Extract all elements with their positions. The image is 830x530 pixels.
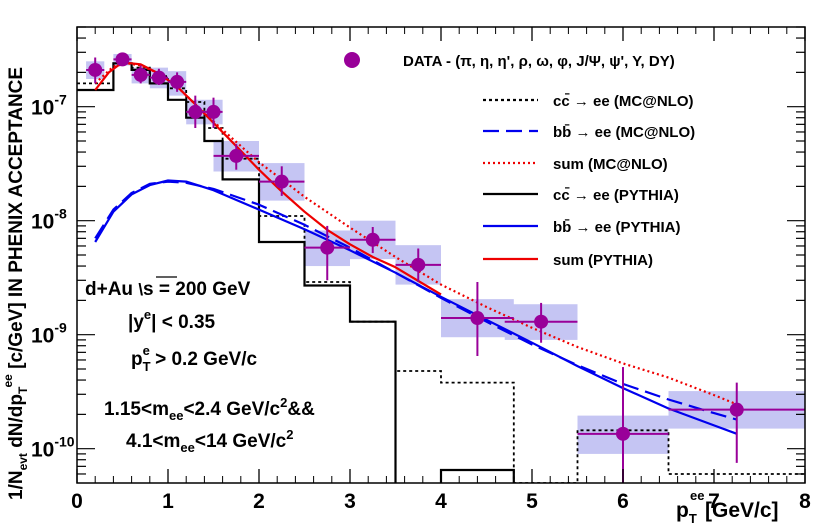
legend-item-5: sum (PYTHIA) — [483, 252, 653, 269]
x-tick-label-1: 1 — [162, 490, 174, 513]
x-tick-label-8: 8 — [799, 490, 811, 513]
data-point-6 — [204, 97, 223, 129]
x-tick-label-0: 0 — [71, 490, 83, 513]
series-1-curve — [94, 180, 738, 421]
series-5-curve — [94, 61, 442, 296]
x-tick-label-5: 5 — [526, 490, 538, 513]
data-point-12 — [441, 281, 514, 357]
data-point-1 — [113, 52, 132, 67]
legend-item-3: cc̄ → ee (PYTHIA) — [483, 186, 679, 204]
y-tick-label-0: 10-10 — [31, 434, 75, 462]
legend-item-2: sum (MC@NLO) — [483, 156, 668, 173]
annotation-collision: d+Au \s = 200 GeV — [85, 279, 251, 300]
data-point-14 — [577, 367, 669, 483]
legend-label-3: cc̄ → ee (PYTHIA) — [553, 186, 679, 204]
y-tick-label-2: 10-8 — [31, 206, 67, 234]
x-tick-label-4: 4 — [435, 490, 447, 513]
x-tick-label-3: 3 — [344, 490, 356, 513]
x-tick-label-2: 2 — [253, 490, 265, 513]
data-point-3 — [149, 68, 168, 85]
axes: 0 1 2 3 4 5 6 7 8 10-10 10-9 10-8 10-7 — [31, 26, 811, 513]
annotation-mass-window-1: 1.15<mee<2.4 GeV/c2&& — [104, 395, 315, 423]
legend-label-data: DATA - (π, η, η', ρ, ω, φ, J/Ψ, ψ', Υ, D… — [403, 53, 675, 70]
data-point-15 — [668, 382, 805, 463]
legend-label-0: cc̄ → ee (MC@NLO) — [553, 92, 693, 110]
legend: DATA - (π, η, η', ρ, ω, φ, J/Ψ, ψ', Υ, D… — [344, 52, 695, 269]
legend-label-2: sum (MC@NLO) — [553, 156, 668, 173]
data-point-4 — [168, 72, 187, 92]
legend-item-data: DATA - (π, η, η', ρ, ω, φ, J/Ψ, ψ', Υ, D… — [344, 52, 675, 70]
legend-label-1: bb̄ → ee (MC@NLO) — [553, 123, 695, 141]
annotation-rapidity: |ye| < 0.35 — [128, 307, 216, 333]
data-point-9 — [304, 225, 350, 281]
data-point-8 — [259, 166, 305, 196]
data-point-7 — [213, 144, 259, 170]
x-axis-title: pTee[GeV/c] — [676, 488, 779, 526]
annotations: d+Au \s = 200 GeV |ye| < 0.35 pTe > 0.2 … — [85, 276, 315, 455]
data-point-13 — [504, 302, 578, 343]
data-point-5 — [186, 95, 205, 129]
annotation-mass-window-2: 4.1<mee<14 GeV/c2 — [126, 427, 293, 455]
y-tick-label-1: 10-9 — [31, 320, 67, 348]
legend-item-0: cc̄ → ee (MC@NLO) — [483, 92, 693, 110]
x-tick-label-7: 7 — [708, 490, 720, 513]
legend-item-4: bb̄ → ee (PYTHIA) — [483, 218, 681, 236]
data-point-2 — [131, 65, 150, 84]
annotation-pt-cut: pTe > 0.2 GeV/c — [131, 343, 257, 374]
x-tick-label-6: 6 — [617, 490, 629, 513]
data-point-0 — [86, 57, 105, 84]
legend-label-4: bb̄ → ee (PYTHIA) — [553, 218, 681, 236]
data-point-11 — [395, 248, 441, 282]
data-points — [86, 52, 805, 483]
series-2-curve — [94, 62, 738, 406]
y-tick-label-3: 10-7 — [31, 92, 67, 120]
data-point-10 — [350, 227, 396, 254]
legend-label-5: sum (PYTHIA) — [553, 252, 653, 269]
y-axis-title: 1/Nevt dN/dpTee [c/GeV] IN PHENIX ACCEPT… — [1, 67, 30, 500]
legend-item-1: bb̄ → ee (MC@NLO) — [483, 123, 695, 141]
